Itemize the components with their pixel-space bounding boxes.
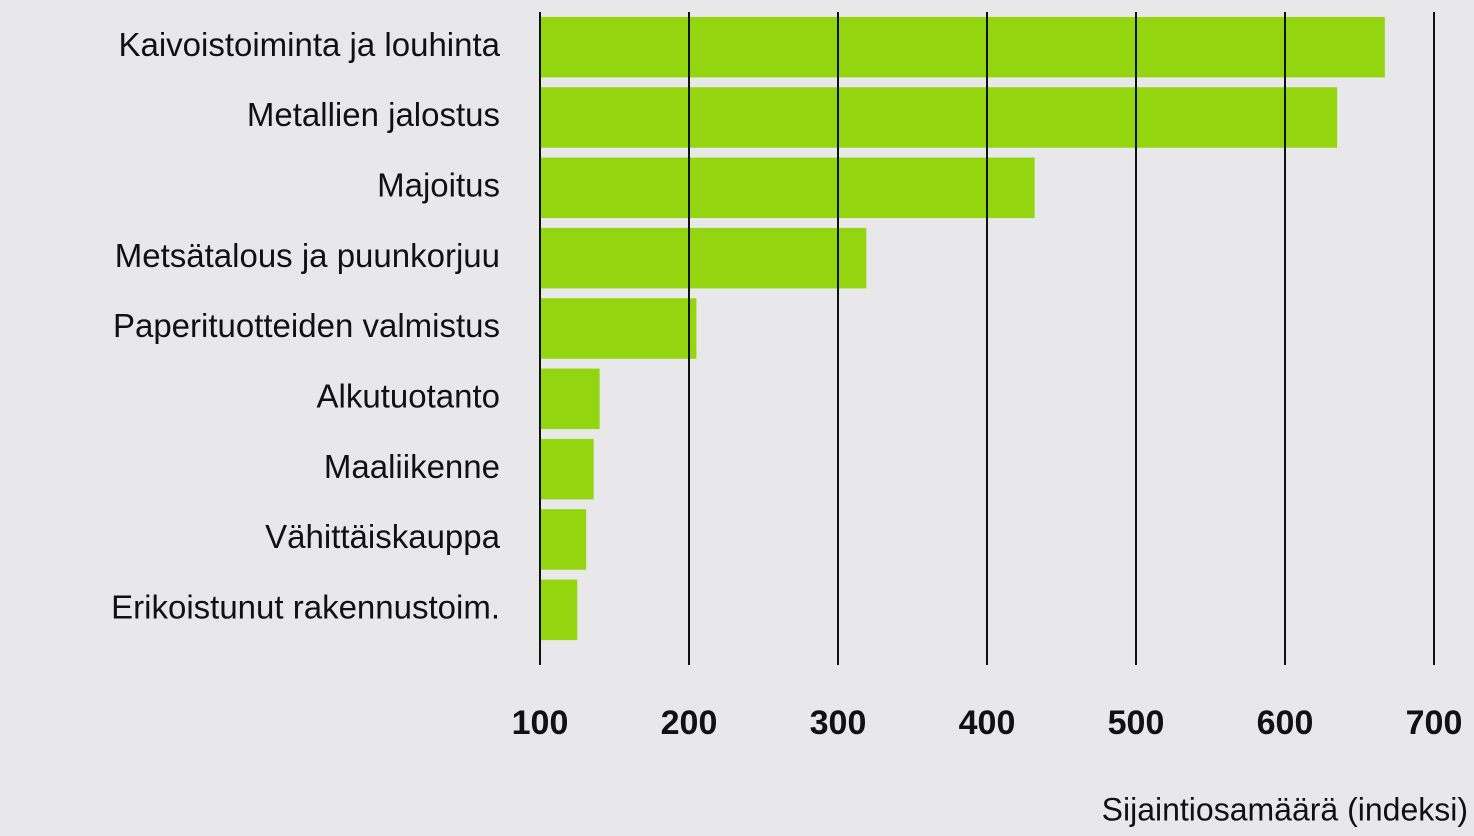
bar: [540, 579, 578, 641]
y-tick-label: Maaliikenne: [324, 448, 500, 485]
x-tick-label: 500: [1108, 704, 1165, 742]
y-tick-label: Vähittäiskauppa: [265, 518, 500, 555]
y-tick-label: Erikoistunut rakennustoim.: [111, 589, 500, 626]
bar: [540, 368, 600, 430]
bar: [540, 227, 867, 289]
x-axis-title: Sijaintiosamäärä (indeksi): [1102, 791, 1468, 827]
x-tick-label: 600: [1257, 704, 1314, 742]
y-tick-label: Paperituotteiden valmistus: [113, 307, 500, 344]
bar: [540, 438, 594, 500]
y-tick-label: Majoitus: [377, 167, 500, 204]
x-tick-label: 100: [512, 704, 569, 742]
y-tick-label: Kaivoistoiminta ja louhinta: [118, 26, 500, 63]
x-tick-label: 200: [661, 704, 718, 742]
bar: [540, 87, 1338, 148]
bar: [540, 298, 697, 359]
y-tick-label: Metsätalous ja puunkorjuu: [115, 237, 500, 274]
x-tick-label: 400: [959, 704, 1016, 742]
y-tick-label: Alkutuotanto: [317, 378, 500, 415]
x-tick-label: 700: [1406, 704, 1463, 742]
bar: [540, 509, 587, 570]
y-tick-label: Metallien jalostus: [247, 96, 500, 133]
bar: [540, 157, 1035, 219]
x-tick-label: 300: [810, 704, 867, 742]
bar: [540, 16, 1385, 78]
